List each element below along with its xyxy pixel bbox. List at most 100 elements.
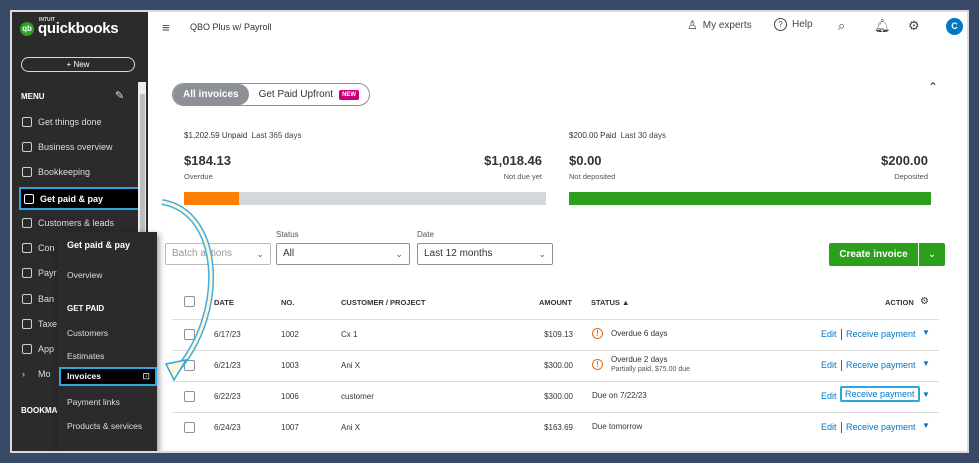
sidebar-item-banking[interactable]: Ban (19, 289, 144, 309)
sidebar-item-label: Mo (38, 369, 51, 379)
edit-link[interactable]: Edit (821, 360, 837, 370)
batch-actions-dropdown[interactable]: Batch actions ⌄ (165, 243, 271, 265)
receive-payment-link[interactable]: Receive payment (846, 329, 916, 339)
flyout-item-invoices[interactable]: Invoices ⊡ (59, 367, 157, 386)
status-filter-dropdown[interactable]: All ⌄ (276, 243, 410, 265)
sidebar-item-customers-leads[interactable]: Customers & leads (19, 213, 144, 233)
edit-link[interactable]: Edit (821, 422, 837, 432)
gear-icon[interactable]: ⚙ (908, 18, 920, 33)
table-settings-gear-icon[interactable]: ⚙ (920, 296, 929, 307)
row-action-dropdown-icon[interactable]: ▼ (922, 359, 930, 368)
row-divider (172, 319, 939, 320)
row-number: 1007 (281, 423, 299, 432)
sidebar-item-taxes[interactable]: Taxe (19, 314, 144, 334)
paid-period: Last 30 days (620, 131, 666, 140)
warning-icon: ! (592, 328, 603, 339)
receive-payment-link[interactable]: Receive payment (846, 360, 916, 370)
sidebar-item-get-paid-pay[interactable]: Get paid & pay (19, 187, 144, 210)
row-date: 6/17/23 (214, 330, 241, 339)
overdue-segment[interactable] (184, 192, 240, 205)
row-action-dropdown-icon[interactable]: ▼ (922, 328, 930, 337)
select-all-checkbox[interactable] (184, 296, 195, 307)
menu-toggle-icon[interactable]: ≡ (162, 20, 170, 35)
my-experts-button[interactable]: ♙ My experts (687, 18, 752, 32)
sidebar-item-label: Business overview (38, 142, 113, 152)
flyout-section-heading: GET PAID (67, 304, 105, 313)
date-filter-value: Last 12 months (424, 248, 493, 259)
chevron-down-icon: ⌄ (395, 249, 403, 259)
flyout-item-products-services[interactable]: Products & services (67, 421, 143, 431)
flyout-item-payment-links[interactable]: Payment links (67, 397, 120, 407)
search-icon[interactable]: ⌕ (838, 18, 846, 33)
unpaid-progress-bar[interactable] (184, 192, 546, 205)
column-header-date[interactable]: DATE (214, 298, 234, 307)
paid-amount: $200.00 Paid (569, 131, 617, 140)
chevron-up-icon[interactable]: ⌃ (928, 80, 939, 94)
column-header-status[interactable]: STATUS ▲ (591, 298, 630, 307)
logo[interactable]: qb quickbooks (20, 20, 119, 37)
row-checkbox[interactable] (184, 329, 195, 340)
tab-get-paid-upfront[interactable]: Get Paid Upfront NEW (249, 84, 369, 105)
help-button[interactable]: ? Help (774, 18, 813, 31)
tab-all-invoices[interactable]: All invoices (173, 84, 249, 105)
row-date: 6/21/23 (214, 361, 241, 370)
row-amount: $300.00 (544, 392, 573, 401)
row-amount: $300.00 (544, 361, 573, 370)
bookmark-icon[interactable]: ⊡ (142, 371, 150, 381)
flyout-overview[interactable]: Overview (67, 270, 103, 280)
sidebar-scroll-thumb[interactable] (140, 94, 145, 244)
chevron-down-icon: ⌄ (538, 249, 546, 259)
menu-heading: MENU (21, 92, 45, 101)
row-date: 6/22/23 (214, 392, 241, 401)
paid-progress-bar[interactable] (569, 192, 931, 205)
column-header-customer[interactable]: CUSTOMER / PROJECT (341, 298, 426, 307)
chart-icon (22, 142, 32, 152)
column-header-no[interactable]: NO. (281, 298, 295, 307)
row-amount: $163.69 (544, 423, 573, 432)
not-deposited-label: Not deposited (569, 172, 616, 181)
avatar[interactable]: C (946, 18, 963, 35)
flyout-item-customers[interactable]: Customers (67, 328, 109, 338)
row-customer: Cx 1 (341, 330, 358, 339)
warning-icon: ! (592, 359, 603, 370)
row-checkbox[interactable] (184, 422, 195, 433)
row-action-dropdown-icon[interactable]: ▼ (922, 390, 930, 399)
sidebar-item-payroll[interactable]: Payr (19, 263, 144, 283)
sidebar-item-contractors[interactable]: Con (19, 238, 144, 258)
home-icon (22, 117, 32, 127)
create-invoice-label[interactable]: Create invoice (829, 243, 919, 266)
create-invoice-button[interactable]: Create invoice ⌄ (829, 243, 945, 266)
contractors-icon (22, 243, 32, 253)
flyout-item-estimates[interactable]: Estimates (67, 351, 105, 361)
row-checkbox[interactable] (184, 391, 195, 402)
action-separator (841, 329, 842, 340)
action-separator (841, 360, 842, 371)
new-button[interactable]: + New (21, 57, 135, 72)
row-status: Overdue 2 days (611, 355, 668, 364)
edit-menu-icon[interactable]: ✎ (115, 90, 125, 102)
sidebar-item-more[interactable]: › Mo (19, 364, 144, 384)
deposited-segment[interactable] (569, 192, 931, 205)
edit-link[interactable]: Edit (821, 391, 837, 401)
row-customer: Ani X (341, 361, 361, 370)
receive-payment-link[interactable]: Receive payment (846, 422, 916, 432)
flyout-item-label: Invoices (67, 371, 102, 381)
book-icon (22, 167, 32, 177)
date-filter-dropdown[interactable]: Last 12 months ⌄ (417, 243, 553, 265)
edit-link[interactable]: Edit (821, 329, 837, 339)
sidebar-item-label: Taxe (38, 319, 58, 329)
row-customer: customer (341, 392, 374, 401)
row-action-dropdown-icon[interactable]: ▼ (922, 421, 930, 430)
person-icon: ♙ (687, 18, 698, 32)
bell-icon[interactable]: 🔔︎ (874, 18, 891, 33)
column-header-amount[interactable]: AMOUNT (539, 298, 572, 307)
row-divider (172, 412, 939, 413)
receive-payment-link-highlighted[interactable]: Receive payment (840, 386, 920, 402)
sidebar-item-bookkeeping[interactable]: Bookkeeping (19, 162, 144, 182)
row-checkbox[interactable] (184, 360, 195, 371)
sidebar-item-apps[interactable]: App (19, 339, 144, 359)
sidebar-item-get-things-done[interactable]: Get things done (19, 112, 144, 132)
sidebar-item-business-overview[interactable]: Business overview (19, 137, 144, 157)
column-header-action: ACTION (885, 298, 914, 307)
create-invoice-menu-chevron-icon[interactable]: ⌄ (928, 249, 936, 259)
